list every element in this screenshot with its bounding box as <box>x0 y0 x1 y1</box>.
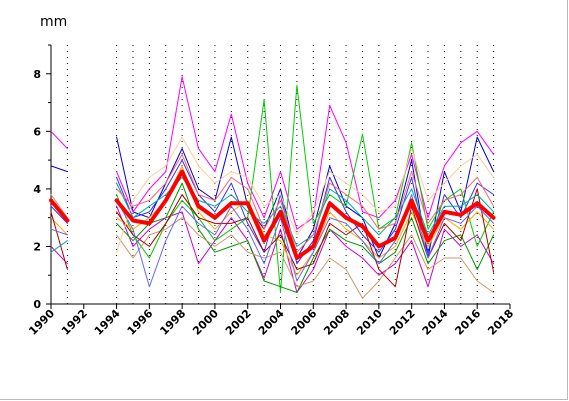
x-tick-label: 2006 <box>289 307 320 338</box>
mean-series-line <box>49 198 70 223</box>
x-tick-label: 2000 <box>190 307 221 338</box>
x-tick-label: 1996 <box>125 307 156 338</box>
x-tick-label: 2018 <box>485 307 516 338</box>
series-line <box>50 228 68 236</box>
x-tick-label: 2002 <box>223 307 254 338</box>
axes <box>50 45 510 305</box>
x-tick-label: 2010 <box>354 307 385 338</box>
series-line <box>116 217 495 299</box>
x-tick-label: 2014 <box>420 307 451 338</box>
x-tick-label: 1992 <box>59 307 90 338</box>
x-tick-label: 1994 <box>92 307 123 338</box>
series-line <box>116 153 495 253</box>
series-line <box>116 84 495 293</box>
y-tick-label: 0 <box>33 298 41 311</box>
x-tick-label: 2012 <box>387 307 418 338</box>
x-tick-label: 1998 <box>157 307 188 338</box>
y-tick-label: 8 <box>33 68 41 81</box>
x-tick-label: 2004 <box>256 307 287 338</box>
series-line <box>50 240 68 253</box>
series-line <box>50 194 68 219</box>
series-line <box>50 130 68 150</box>
series-line <box>50 165 68 173</box>
series-line <box>116 194 495 288</box>
y-tick-label: 4 <box>33 183 41 196</box>
x-tick-label: 2008 <box>321 307 352 338</box>
series-line <box>116 165 495 276</box>
series-line <box>50 211 68 270</box>
x-axis-ticks: 1990 1992 1994 1996 1998 2000 2002 2004 2006 2008… <box>26 304 516 338</box>
series-line <box>50 205 68 224</box>
series-lines <box>49 76 496 299</box>
x-tick-label: 1990 <box>26 307 57 338</box>
y-tick-label: 2 <box>33 240 41 253</box>
series-line <box>116 182 495 293</box>
y-axis-ticks: 0 2 4 6 8 <box>33 44 51 311</box>
y-tick-label: 6 <box>33 125 41 138</box>
mean-series-line <box>114 169 496 260</box>
y-axis-unit-label: mm <box>40 14 67 30</box>
series-line <box>116 136 495 253</box>
series-line <box>116 188 495 288</box>
x-tick-label: 2016 <box>452 307 483 338</box>
